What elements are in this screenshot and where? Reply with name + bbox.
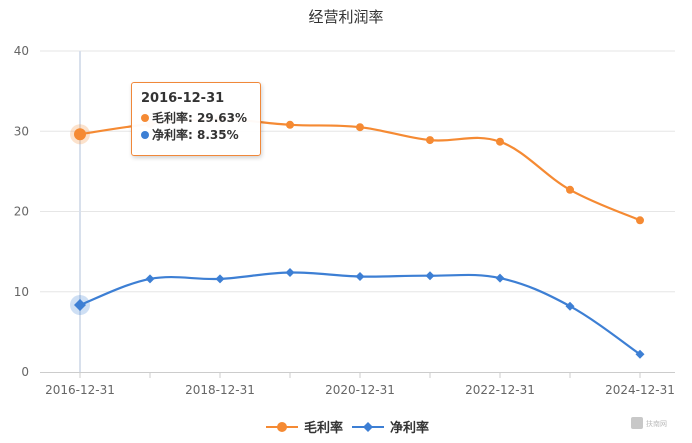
data-point-net <box>215 274 225 284</box>
legend-marker-gross <box>277 422 287 432</box>
tooltip-net-label: 净利率 <box>152 128 189 142</box>
data-point-net <box>74 299 86 311</box>
tooltip-net-dot <box>141 131 149 139</box>
tooltip-date: 2016-12-31 <box>141 91 225 106</box>
data-point-gross <box>566 185 574 194</box>
y-tick-label-0: 0 <box>21 365 29 379</box>
data-point-gross <box>496 137 504 146</box>
tooltip-net-value: 8.35% <box>197 128 239 142</box>
axes: 0 10 20 30 40 2016-12-31 2018-12-31 2020-12-31 2… <box>14 44 675 397</box>
data-point-net <box>285 268 295 277</box>
chart-title: 经营利润率 <box>308 8 383 26</box>
y-tick-label-10: 10 <box>14 285 29 299</box>
data-point-gross <box>74 128 86 141</box>
tooltip: 2016-12-31 毛利率: 29.63% 净利率: 8.35% <box>131 82 261 156</box>
legend-label-gross: 毛利率 <box>304 420 343 436</box>
tooltip-gross-value: 29.63% <box>197 111 247 125</box>
tooltip-row-gross: 毛利率: 29.63% <box>141 110 251 127</box>
data-point-net <box>145 274 155 284</box>
data-point-net <box>565 301 575 311</box>
x-tick-label: 2022-12-31 <box>465 383 535 397</box>
data-point-net <box>425 271 435 281</box>
series-layer <box>70 115 645 359</box>
data-point-net <box>355 272 365 281</box>
legend-marker-net <box>363 422 373 432</box>
x-tick-label: 2016-12-31 <box>45 383 115 397</box>
legend[interactable]: 毛利率 净利率 <box>266 420 429 436</box>
y-tick-label-30: 30 <box>14 124 29 138</box>
y-tick-label-20: 20 <box>14 205 29 219</box>
data-point-gross <box>356 123 364 132</box>
x-tick-label: 2020-12-31 <box>325 383 395 397</box>
legend-label-net: 净利率 <box>390 420 429 436</box>
series-line-net <box>79 271 641 356</box>
y-tick-label-40: 40 <box>14 44 29 58</box>
tooltip-gross-dot <box>141 114 149 122</box>
watermark-icon <box>631 417 643 429</box>
tooltip-row-net: 净利率: 8.35% <box>141 127 251 144</box>
data-point-gross <box>286 120 294 129</box>
x-tick-label: 2018-12-31 <box>185 383 255 397</box>
watermark-text: 扶南网 <box>646 419 667 428</box>
x-tick-label: 2024-12-31 <box>605 383 675 397</box>
watermark-logo: 扶南网 <box>631 417 667 429</box>
data-point-gross <box>426 136 434 145</box>
data-point-net <box>495 273 505 283</box>
data-point-net <box>635 349 645 359</box>
data-point-gross <box>636 216 644 225</box>
tooltip-gross-label: 毛利率 <box>152 111 189 125</box>
